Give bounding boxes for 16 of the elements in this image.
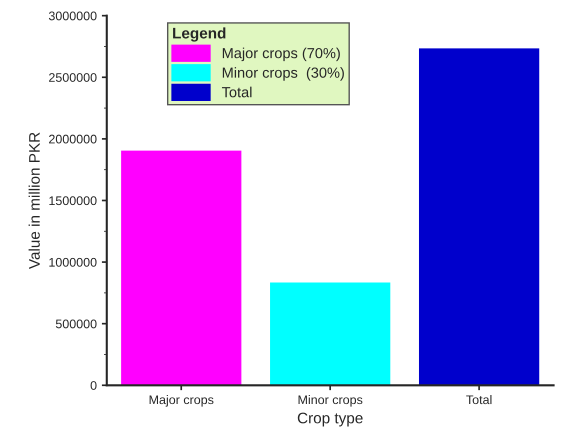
x-tick-label: Minor crops [298,395,362,407]
y-tick-label: 2500000 [49,73,97,82]
x-axis-title: Crop type [298,412,363,426]
x-tick-label: Total [466,395,492,404]
y-tick-label: 500000 [56,319,97,328]
y-tick-label: 2000000 [49,134,97,144]
y-tick-label: 1500000 [49,196,97,206]
y-tick-label: 3000000 [48,11,97,20]
y-tick-label: 1000000 [49,258,97,267]
y-axis-title: Value in million PKR [28,132,40,270]
legend-label: Major crops (70%) [222,48,340,62]
x-tick-label: Major crops [150,395,214,407]
legend-label: Total [222,86,252,98]
legend-label: Minor crops (30%) [222,67,344,81]
legend-title: Legend [173,27,226,42]
y-tick-label: 0 [90,381,97,390]
